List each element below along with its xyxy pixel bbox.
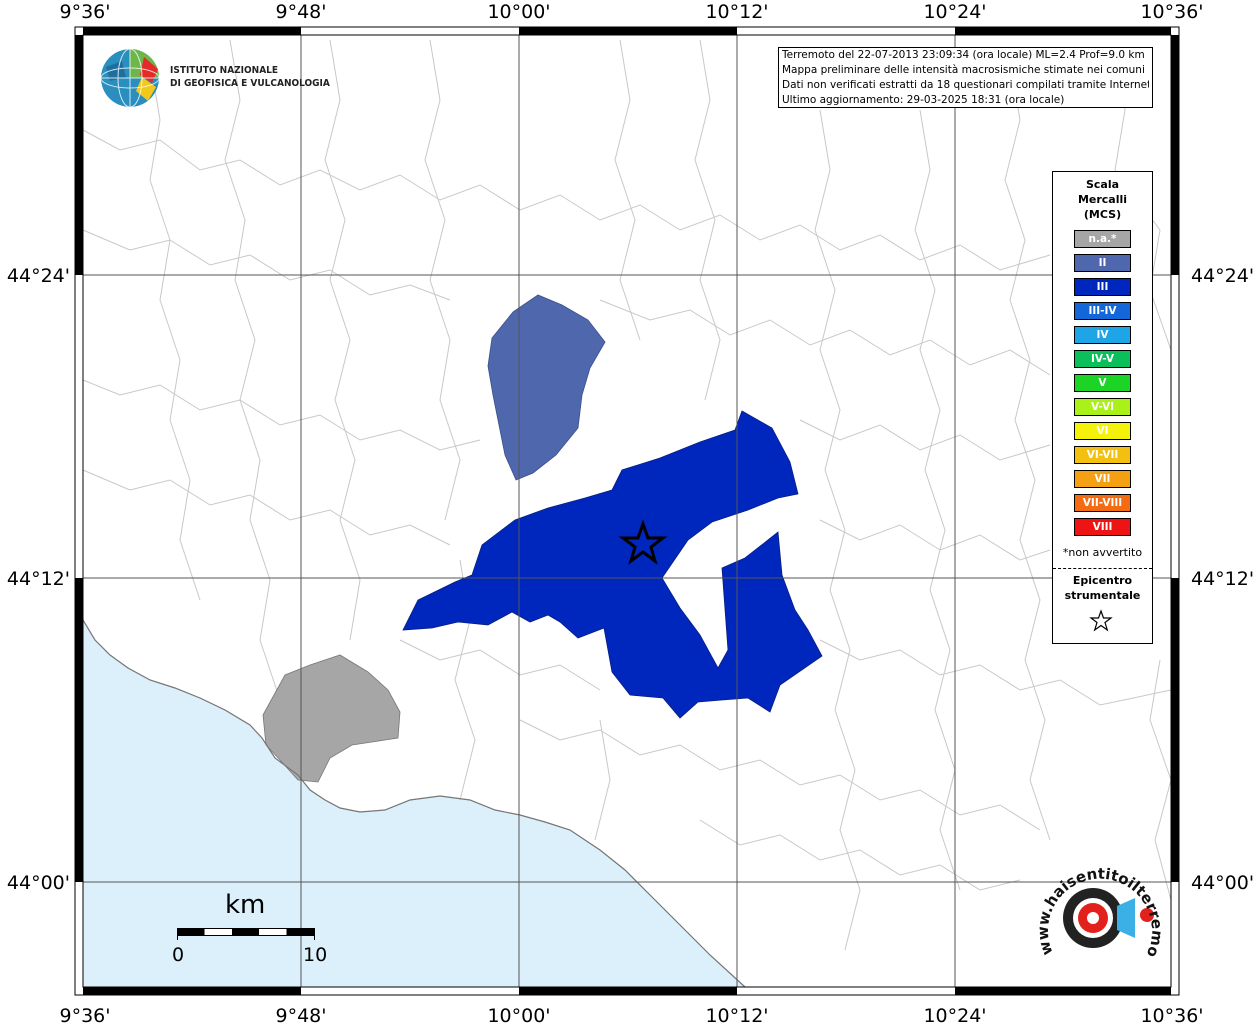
lon-label: 10°12'	[705, 1, 768, 23]
lat-label: 44°00'	[7, 872, 70, 894]
scale-start: 0	[172, 944, 185, 966]
lon-label: 10°24'	[923, 1005, 986, 1024]
legend-item: IV	[1074, 326, 1131, 344]
mcs-legend: Scala Mercalli (MCS) n.a.* II III III-IV IV I…	[1052, 171, 1153, 644]
lon-label: 9°36'	[60, 1, 111, 23]
legend-note: *non avvertito	[1062, 546, 1143, 559]
scale-bar: km 0 10	[170, 890, 330, 970]
event-info-line: Terremoto del 22-07-2013 23:09:34 (ora l…	[782, 49, 1145, 61]
lat-labels-left: 44°24' 44°12' 44°00'	[7, 265, 70, 894]
lat-label: 44°24'	[7, 265, 70, 287]
scale-ruler	[177, 928, 315, 940]
lon-labels-top: 9°36' 9°48' 10°00' 10°12' 10°24' 10°36'	[60, 1, 1204, 23]
lon-label: 9°48'	[276, 1, 327, 23]
lon-label: 10°36'	[1140, 1, 1203, 23]
legend-item: n.a.*	[1074, 230, 1131, 248]
area-intensity-II	[487, 294, 606, 481]
scale-unit: km	[225, 890, 266, 920]
legend-item: II	[1074, 254, 1131, 272]
star-icon	[1089, 609, 1113, 632]
legend-epicenter-line: strumentale	[1064, 589, 1141, 602]
lon-label: 9°36'	[60, 1005, 111, 1024]
logo-line1: ISTITUTO NAZIONALE	[170, 65, 279, 76]
target-logo-icon: www.haisentitoilterremoto.it	[1030, 844, 1167, 960]
legend-title-line: Scala	[1085, 178, 1120, 191]
legend-item: VI	[1074, 422, 1131, 440]
municipal-boundaries	[82, 39, 1172, 951]
ingv-logo: ISTITUTO NAZIONALE DI GEOFISICA E VULCAN…	[100, 47, 330, 111]
event-info-line: Ultimo aggiornamento: 29-03-2025 18:31 (…	[782, 94, 1065, 106]
legend-title-line: Mercalli	[1077, 193, 1128, 206]
lon-label: 10°12'	[705, 1005, 768, 1024]
legend-item: VII-VIII	[1074, 494, 1131, 512]
lon-label: 10°24'	[923, 1, 986, 23]
lat-label: 44°24'	[1191, 265, 1254, 287]
lat-label: 44°12'	[1191, 568, 1254, 590]
event-info-line: Dati non verificati estratti da 18 quest…	[782, 79, 1149, 91]
globe-icon	[100, 48, 160, 108]
lon-label: 10°00'	[487, 1005, 550, 1024]
graticule	[83, 35, 1171, 987]
map-frame	[74, 26, 1180, 996]
lat-label: 44°12'	[7, 568, 70, 590]
area-intensity-III	[402, 410, 823, 719]
legend-separator	[1053, 568, 1152, 569]
legend-item: V-VI	[1074, 398, 1131, 416]
legend-epicenter-label: Epicentro strumentale	[1053, 573, 1152, 603]
event-info-box: Terremoto del 22-07-2013 23:09:34 (ora l…	[778, 47, 1153, 108]
hsit-logo: www.haisentitoilterremoto.it	[1030, 844, 1167, 983]
area-intensity-na	[262, 654, 401, 783]
lon-label: 9°48'	[276, 1005, 327, 1024]
lon-label: 10°00'	[487, 1, 550, 23]
legend-item: VII	[1074, 470, 1131, 488]
lat-label: 44°00'	[1191, 872, 1254, 894]
lon-label: 10°36'	[1140, 1005, 1203, 1024]
event-info-line: Mappa preliminare delle intensità macros…	[782, 64, 1145, 76]
epicenter-star	[618, 519, 668, 565]
legend-title-line: (MCS)	[1083, 208, 1122, 221]
legend-item: III-IV	[1074, 302, 1131, 320]
legend-item: V	[1074, 374, 1131, 392]
lat-labels-right: 44°24' 44°12' 44°00'	[1191, 265, 1254, 894]
legend-item: VIII	[1074, 518, 1131, 536]
legend-title: Scala Mercalli (MCS)	[1053, 177, 1152, 222]
scale-end: 10	[303, 944, 328, 966]
logo-line2: DI GEOFISICA E VULCANOLOGIA	[170, 78, 330, 89]
legend-epicenter-line: Epicentro	[1072, 574, 1133, 587]
lon-labels-bottom: 9°36' 9°48' 10°00' 10°12' 10°24' 10°36'	[60, 1005, 1204, 1024]
legend-item: VI-VII	[1074, 446, 1131, 464]
legend-item: IV-V	[1074, 350, 1131, 368]
legend-item: III	[1074, 278, 1131, 296]
